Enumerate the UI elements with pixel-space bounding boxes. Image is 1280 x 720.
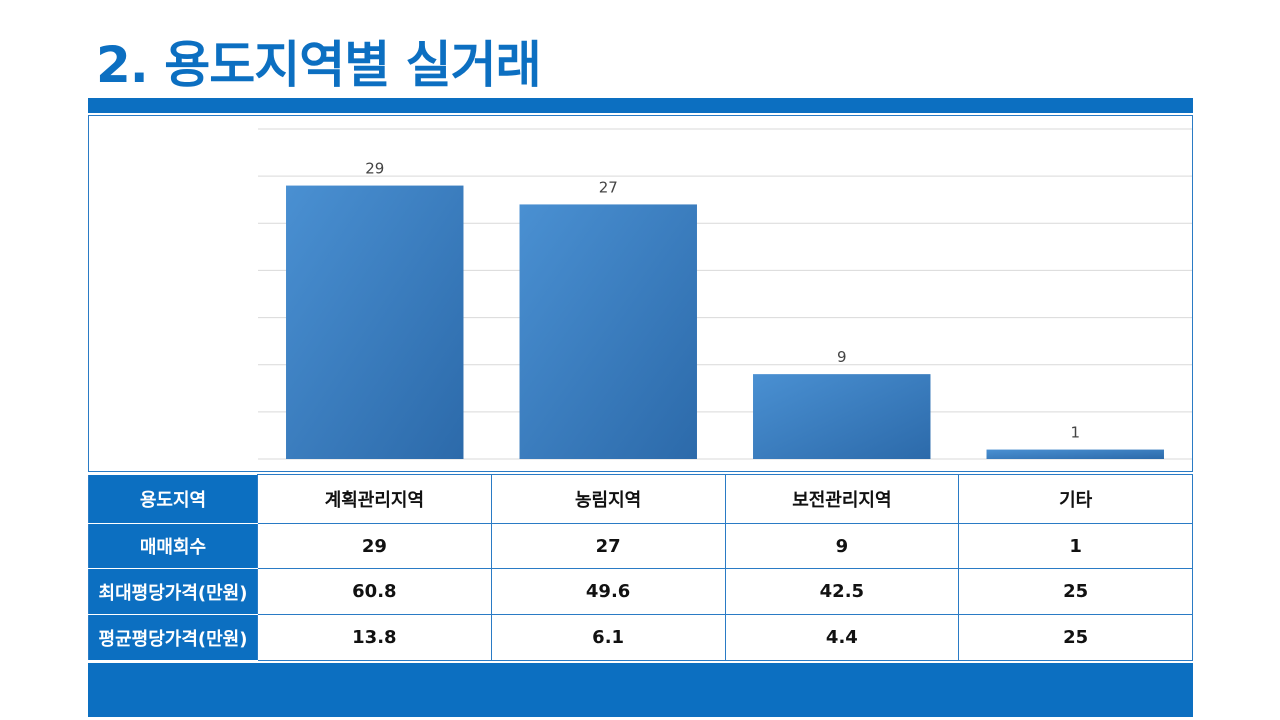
table-cell: 27: [490, 523, 726, 569]
data-label: 27: [599, 178, 618, 196]
table-cell: 4.4: [724, 614, 960, 661]
table-header-row: 용도지역 계획관리지역 농림지역 보전관리지역 기타: [88, 474, 1193, 524]
chart-panel: 29 27 9 1: [88, 115, 1193, 472]
table-cell: 6.1: [490, 614, 726, 661]
table-column-header: 기타: [958, 474, 1193, 524]
table-cell: 25: [958, 614, 1193, 661]
bar: [286, 185, 464, 460]
page-title: 2. 용도지역별 실거래: [96, 36, 542, 94]
title-underline-bar: [88, 98, 1193, 113]
table-cell: 1: [958, 523, 1193, 569]
table-cell: 60.8: [257, 568, 492, 615]
land-use-table: 용도지역 계획관리지역 농림지역 보전관리지역 기타 매매회수 29 27 9 …: [88, 474, 1193, 661]
bar: [753, 374, 931, 459]
table-column-header: 보전관리지역: [724, 474, 960, 524]
table-row-label: 평균평당가격(만원): [88, 614, 258, 661]
table-cell: 49.6: [490, 568, 726, 615]
data-label: 1: [1070, 424, 1080, 442]
data-label: 29: [365, 160, 384, 178]
data-label: 9: [837, 348, 847, 366]
table-cell: 25: [958, 568, 1193, 615]
table-cell: 29: [257, 523, 492, 569]
table-row-label: 매매회수: [88, 523, 258, 569]
table-row: 평균평당가격(만원) 13.8 6.1 4.4 25: [88, 614, 1193, 661]
table-row: 매매회수 29 27 9 1: [88, 523, 1193, 569]
table-cell: 13.8: [257, 614, 492, 661]
bar-chart: 29 27 9 1: [258, 128, 1192, 460]
table-header-label: 용도지역: [88, 474, 258, 524]
table-column-header: 농림지역: [490, 474, 726, 524]
table-row-label: 최대평당가격(만원): [88, 568, 258, 615]
table-row: 최대평당가격(만원) 60.8 49.6 42.5 25: [88, 568, 1193, 615]
table-column-header: 계획관리지역: [257, 474, 492, 524]
table-cell: 9: [724, 523, 960, 569]
footer-bar: [88, 663, 1193, 717]
table-cell: 42.5: [724, 568, 960, 615]
bar: [986, 449, 1164, 459]
bar: [519, 204, 697, 459]
